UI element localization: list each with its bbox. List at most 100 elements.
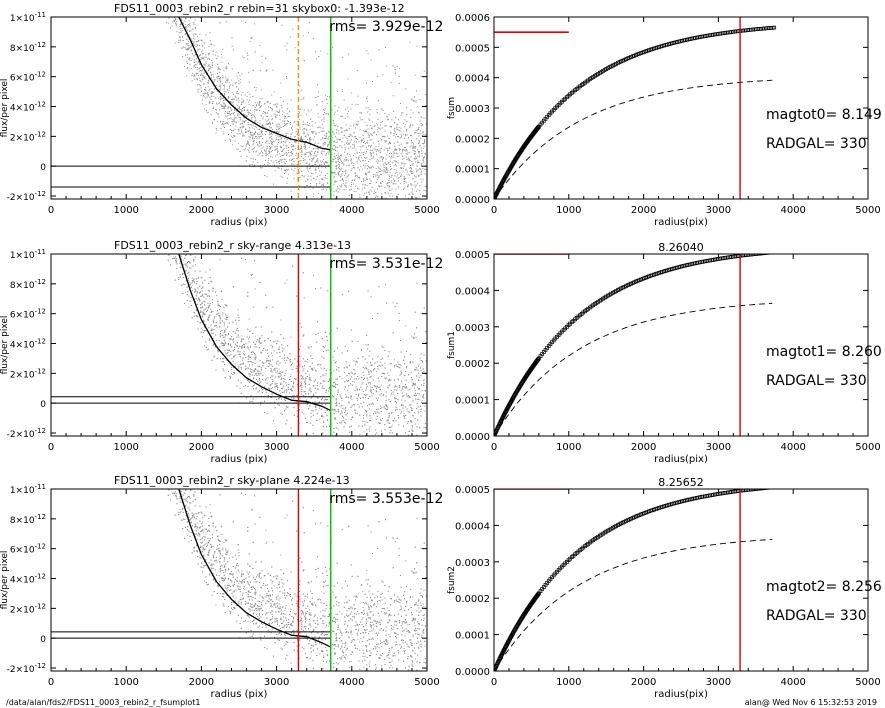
scatter-point <box>253 133 255 135</box>
scatter-point <box>186 49 188 51</box>
scatter-point <box>282 134 284 136</box>
scatter-point <box>422 123 423 125</box>
scatter-point <box>272 150 274 152</box>
scatter-point <box>371 145 373 147</box>
scatter-point <box>223 126 225 128</box>
scatter-point <box>358 159 360 161</box>
scatter-point <box>190 30 192 32</box>
scatter-point <box>291 146 293 148</box>
scatter-point <box>334 111 336 113</box>
scatter-point <box>286 113 288 115</box>
scatter-point <box>179 23 181 25</box>
scatter-point <box>278 135 280 137</box>
scatter-point <box>367 100 369 102</box>
scatter-point <box>227 107 229 109</box>
scatter-point <box>336 166 337 168</box>
scatter-point <box>207 82 209 84</box>
scatter-point <box>324 141 326 143</box>
scatter-point <box>354 180 355 181</box>
scatter-point <box>411 188 413 190</box>
scatter-point <box>323 183 325 185</box>
scatter-point <box>338 145 340 147</box>
scatter-point <box>336 180 338 182</box>
scatter-point <box>201 99 203 101</box>
scatter-point <box>287 132 289 134</box>
scatter-point <box>243 107 245 109</box>
scatter-point <box>229 106 231 108</box>
scatter-point <box>359 194 361 196</box>
scatter-point <box>283 154 285 156</box>
scatter-point <box>331 160 333 162</box>
scatter-point <box>311 158 313 159</box>
scatter-point <box>230 110 232 112</box>
scatter-point <box>256 141 257 143</box>
scatter-point <box>217 66 219 68</box>
scatter-point <box>253 141 255 143</box>
scatter-point <box>232 94 234 96</box>
scatter-point <box>311 121 313 122</box>
scatter-point <box>265 119 267 121</box>
scatter-point <box>405 135 407 137</box>
scatter-point <box>404 138 406 139</box>
scatter-point <box>318 167 320 169</box>
scatter-point <box>314 153 315 155</box>
scatter-point <box>350 185 352 187</box>
scatter-point <box>286 138 288 140</box>
scatter-point <box>312 158 314 160</box>
scatter-point <box>385 172 387 174</box>
scatter-point <box>252 114 254 116</box>
scatter-point <box>276 148 278 150</box>
scatter-point <box>387 135 389 137</box>
scatter-point <box>175 23 177 25</box>
scatter-point <box>351 168 353 170</box>
scatter-point <box>259 136 261 138</box>
scatter-point <box>336 147 338 148</box>
scatter-point <box>234 140 236 142</box>
scatter-point <box>422 143 424 145</box>
scatter-point <box>253 139 255 141</box>
scatter-point <box>420 150 422 152</box>
scatter-point <box>261 133 263 135</box>
scatter-point <box>347 107 349 109</box>
scatter-point <box>219 109 221 111</box>
scatter-point <box>207 92 209 94</box>
scatter-point <box>198 67 200 69</box>
scatter-point <box>299 128 301 130</box>
scatter-point <box>197 50 199 52</box>
scatter-point <box>199 84 201 86</box>
scatter-point <box>420 166 422 167</box>
scatter-point <box>318 148 320 150</box>
scatter-point <box>369 183 371 185</box>
scatter-point <box>376 174 378 176</box>
scatter-point <box>415 146 416 148</box>
scatter-point <box>309 138 311 140</box>
scatter-point <box>404 169 406 171</box>
scatter-point <box>225 91 227 93</box>
scatter-point <box>281 110 283 112</box>
scatter-point <box>415 197 417 199</box>
scatter-point <box>381 136 383 137</box>
scatter-point <box>310 137 311 139</box>
scatter-point <box>242 127 244 129</box>
scatter-point <box>332 132 334 134</box>
scatter-point <box>348 148 350 150</box>
scatter-point <box>334 153 335 155</box>
scatter-point <box>381 127 383 129</box>
scatter-point <box>228 112 230 114</box>
scatter-point <box>260 114 262 116</box>
scatter-point <box>396 65 398 67</box>
scatter-point <box>185 18 187 20</box>
scatter-point <box>189 24 190 26</box>
scatter-point <box>196 78 198 80</box>
scatter-point <box>216 73 218 75</box>
scatter-point <box>199 77 201 79</box>
scatter-point <box>398 129 400 131</box>
scatter-point <box>261 105 262 107</box>
scatter-point <box>267 140 269 142</box>
scatter-point <box>254 108 256 110</box>
scatter-point <box>340 186 342 188</box>
scatter-point <box>313 157 315 159</box>
scatter-point <box>354 141 356 143</box>
scatter-point <box>412 162 414 164</box>
scatter-point <box>306 129 308 131</box>
